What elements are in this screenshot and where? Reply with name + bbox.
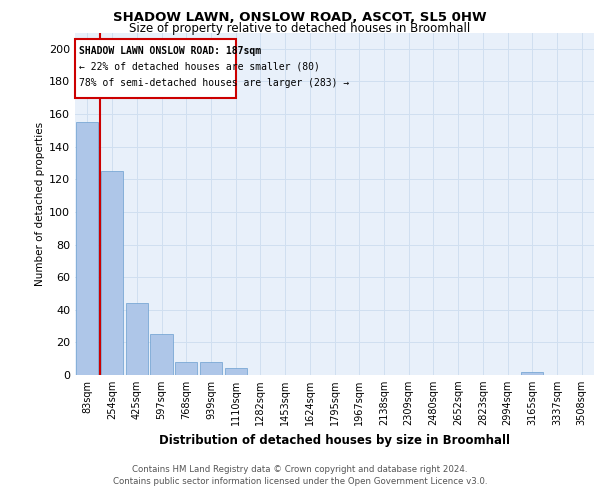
Bar [224,368,247,375]
Text: Size of property relative to detached houses in Broomhall: Size of property relative to detached ho… [130,22,470,35]
X-axis label: Distribution of detached houses by size in Broomhall: Distribution of detached houses by size … [159,434,510,447]
Bar [200,362,222,375]
Bar [521,372,544,375]
Text: ← 22% of detached houses are smaller (80): ← 22% of detached houses are smaller (80… [79,62,320,72]
Bar [101,171,123,375]
Text: SHADOW LAWN, ONSLOW ROAD, ASCOT, SL5 0HW: SHADOW LAWN, ONSLOW ROAD, ASCOT, SL5 0HW [113,11,487,24]
Text: SHADOW LAWN ONSLOW ROAD: 187sqm: SHADOW LAWN ONSLOW ROAD: 187sqm [79,46,262,56]
Y-axis label: Number of detached properties: Number of detached properties [35,122,45,286]
Bar [175,362,197,375]
Bar [125,303,148,375]
Text: Contains public sector information licensed under the Open Government Licence v3: Contains public sector information licen… [113,477,487,486]
Text: 78% of semi-detached houses are larger (283) →: 78% of semi-detached houses are larger (… [79,78,349,88]
Bar [76,122,98,375]
Bar [76,39,236,98]
Bar [151,334,173,375]
Text: Contains HM Land Registry data © Crown copyright and database right 2024.: Contains HM Land Registry data © Crown c… [132,466,468,474]
